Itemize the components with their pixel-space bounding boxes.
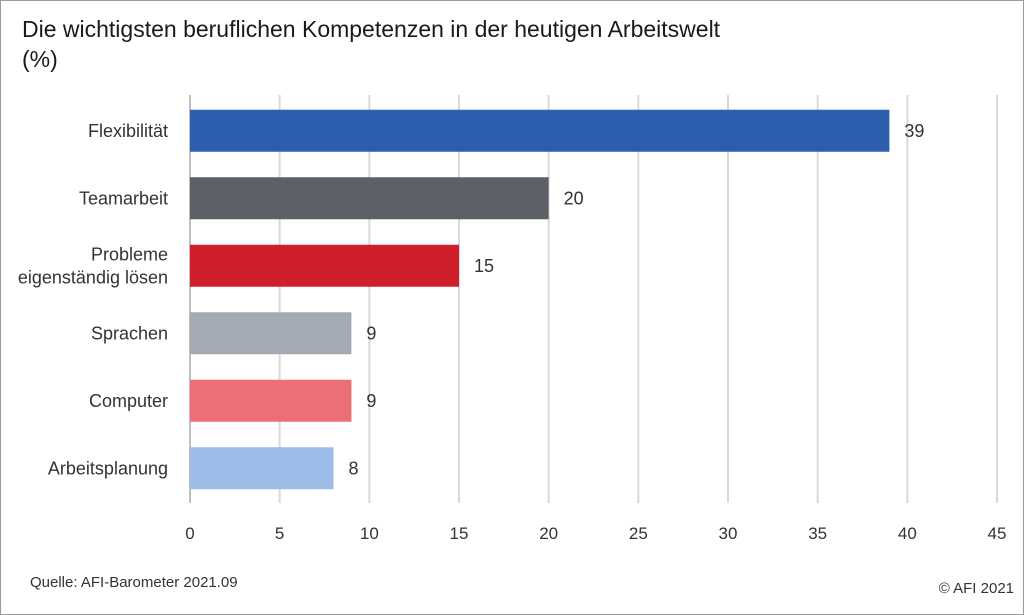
data-label: 9: [366, 323, 376, 343]
category-label-line: Computer: [89, 391, 168, 411]
category-labels: Flexibilität Teamarbeit Probleme eigenständ…: [18, 121, 168, 479]
category-label: Flexibilität: [88, 121, 168, 141]
x-tick-label: 15: [450, 524, 469, 543]
category-label-line: Teamarbeit: [79, 188, 168, 208]
data-label: 15: [474, 256, 494, 276]
category-label-line: Arbeitsplanung: [48, 458, 168, 478]
x-tick-label: 20: [539, 524, 558, 543]
source-note: Quelle: AFI-Barometer 2021.09: [30, 574, 238, 591]
data-label: 9: [366, 391, 376, 411]
bar: [190, 177, 549, 220]
x-tick-label: 0: [185, 524, 194, 543]
chart-subtitle: (%): [22, 46, 58, 72]
x-tick-label: 40: [898, 524, 917, 543]
category-label: Probleme eigenständig lösen: [18, 244, 168, 287]
bar: [190, 379, 352, 422]
bars: [190, 109, 890, 490]
data-label: 39: [904, 121, 924, 141]
category-label: Computer: [89, 391, 168, 411]
category-label: Sprachen: [91, 323, 168, 343]
bar: [190, 447, 334, 490]
bar: [190, 312, 352, 355]
chart-title-block: Die wichtigsten beruflichen Kompetenzen …: [22, 14, 720, 74]
x-tick-label: 5: [275, 524, 284, 543]
category-label: Teamarbeit: [79, 188, 168, 208]
x-tick-label: 30: [719, 524, 738, 543]
category-label-line: Probleme: [91, 244, 168, 264]
x-tick-label: 25: [629, 524, 648, 543]
category-label-line: Flexibilität: [88, 121, 168, 141]
copyright-note: © AFI 2021: [938, 580, 1014, 597]
x-tick-label: 45: [988, 524, 1007, 543]
bar: [190, 109, 890, 152]
data-label: 8: [348, 458, 358, 478]
grid-lines: [189, 95, 998, 503]
category-label-line: eigenständig lösen: [18, 267, 168, 287]
x-tick-labels: 0 5 10 15 20 25 30 35 40 45: [185, 524, 1006, 543]
data-label: 20: [564, 188, 584, 208]
bar: [190, 244, 459, 287]
x-tick-label: 10: [360, 524, 379, 543]
category-label: Arbeitsplanung: [48, 458, 168, 478]
x-tick-label: 35: [808, 524, 827, 543]
chart-title: Die wichtigsten beruflichen Kompetenzen …: [22, 16, 721, 42]
category-label-line: Sprachen: [91, 323, 168, 343]
value-labels: 39 20 15 9 9 8: [348, 121, 924, 479]
